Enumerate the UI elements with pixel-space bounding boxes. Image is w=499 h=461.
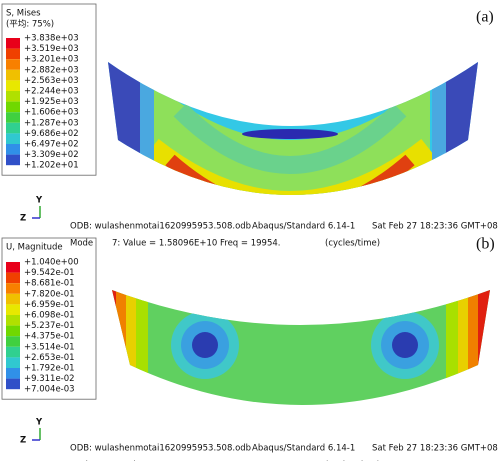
legend-value: +1.040e+00 [24,258,79,268]
legend-value: +2.653e-01 [24,353,75,363]
legend-swatch [6,133,20,144]
legend-value: +3.201e+03 [24,55,79,65]
legend-swatch [6,262,20,273]
mode: Mode [70,239,93,249]
legend-value: +9.311e-02 [24,374,75,384]
triad-label: Y [35,196,43,206]
legend-swatch [6,283,20,294]
beam-a [100,55,490,215]
legend-value: +1.792e-01 [24,364,75,374]
legend-value: +7.004e-03 [24,385,75,395]
legend-value: +5.237e-01 [24,321,75,331]
legend-value: +8.681e-01 [24,279,75,289]
legend-swatch [6,38,20,49]
solver: Abaqus/Standard 6.14-1 [252,222,355,232]
legend-value: +3.514e-01 [24,342,75,352]
legend-swatch [6,70,20,81]
legend-title: S, Mises [6,9,41,19]
legend-value: +3.519e+03 [24,44,79,54]
mode-unit: (cycles/time) [325,239,380,249]
legend-swatch [6,273,20,284]
legend-swatch [6,102,20,113]
legend-value: +9.686e+02 [24,129,79,139]
odb: ODB: wulashenmotai1620995953.508.odb [70,444,251,454]
legend-swatch [6,379,20,390]
figure: (a) S, Mises(平均: 75%) +3.838e+03+3.519e+03… [0,0,499,461]
legend-value: +6.098e-01 [24,311,75,321]
legend-subtitle: (平均: 75%) [6,19,54,30]
legend-value: +6.959e-01 [24,300,75,310]
legend-value: +1.606e+03 [24,108,79,118]
legend-swatch [6,80,20,91]
legend-value: +6.497e+02 [24,140,79,150]
panel-label: (a) [476,9,494,26]
legend-swatch [6,304,20,315]
triad-label: Z [20,214,26,224]
legend-value: +1.287e+03 [24,118,79,128]
legend-title: U, Magnitude [6,243,63,253]
legend-value: +9.542e-01 [24,268,75,278]
legend-value: +3.838e+03 [24,34,79,44]
odb: ODB: wulashenmotai1620995953.508.odb [70,222,251,232]
legend-swatch [6,357,20,368]
legend-swatch [6,112,20,123]
date: Sat Feb 27 18:23:36 GMT+08 [372,222,498,232]
legend-value: +7.820e-01 [24,289,75,299]
legend-value: +2.563e+03 [24,76,79,86]
legend-value: +2.882e+03 [24,65,79,75]
legend-swatch [6,59,20,70]
legend-swatch [6,347,20,358]
legend-swatch [6,49,20,60]
panel-label: (b) [476,236,495,253]
legend-value: +1.925e+03 [24,97,79,107]
legend-swatch [6,294,20,305]
legend-value: +4.375e-01 [24,332,75,342]
legend-swatch [6,91,20,102]
legend-swatch [6,123,20,134]
legend-value: +1.202e+01 [24,161,79,171]
triad-label: Y [35,418,43,428]
legend-swatch [6,336,20,347]
legend-swatch [6,368,20,379]
mode-value: 7: Value = 1.58096E+10 Freq = 19954. [112,239,280,249]
legend-swatch [6,144,20,155]
legend-swatch [6,326,20,337]
legend-value: +3.309e+02 [24,150,79,160]
legend-swatch [6,155,20,166]
beam-b [100,280,499,420]
legend-swatch [6,315,20,326]
triad-label: Z [20,436,26,446]
date: Sat Feb 27 18:23:36 GMT+08 [372,444,498,454]
solver: Abaqus/Standard 6.14-1 [252,444,355,454]
legend-value: +2.244e+03 [24,87,79,97]
